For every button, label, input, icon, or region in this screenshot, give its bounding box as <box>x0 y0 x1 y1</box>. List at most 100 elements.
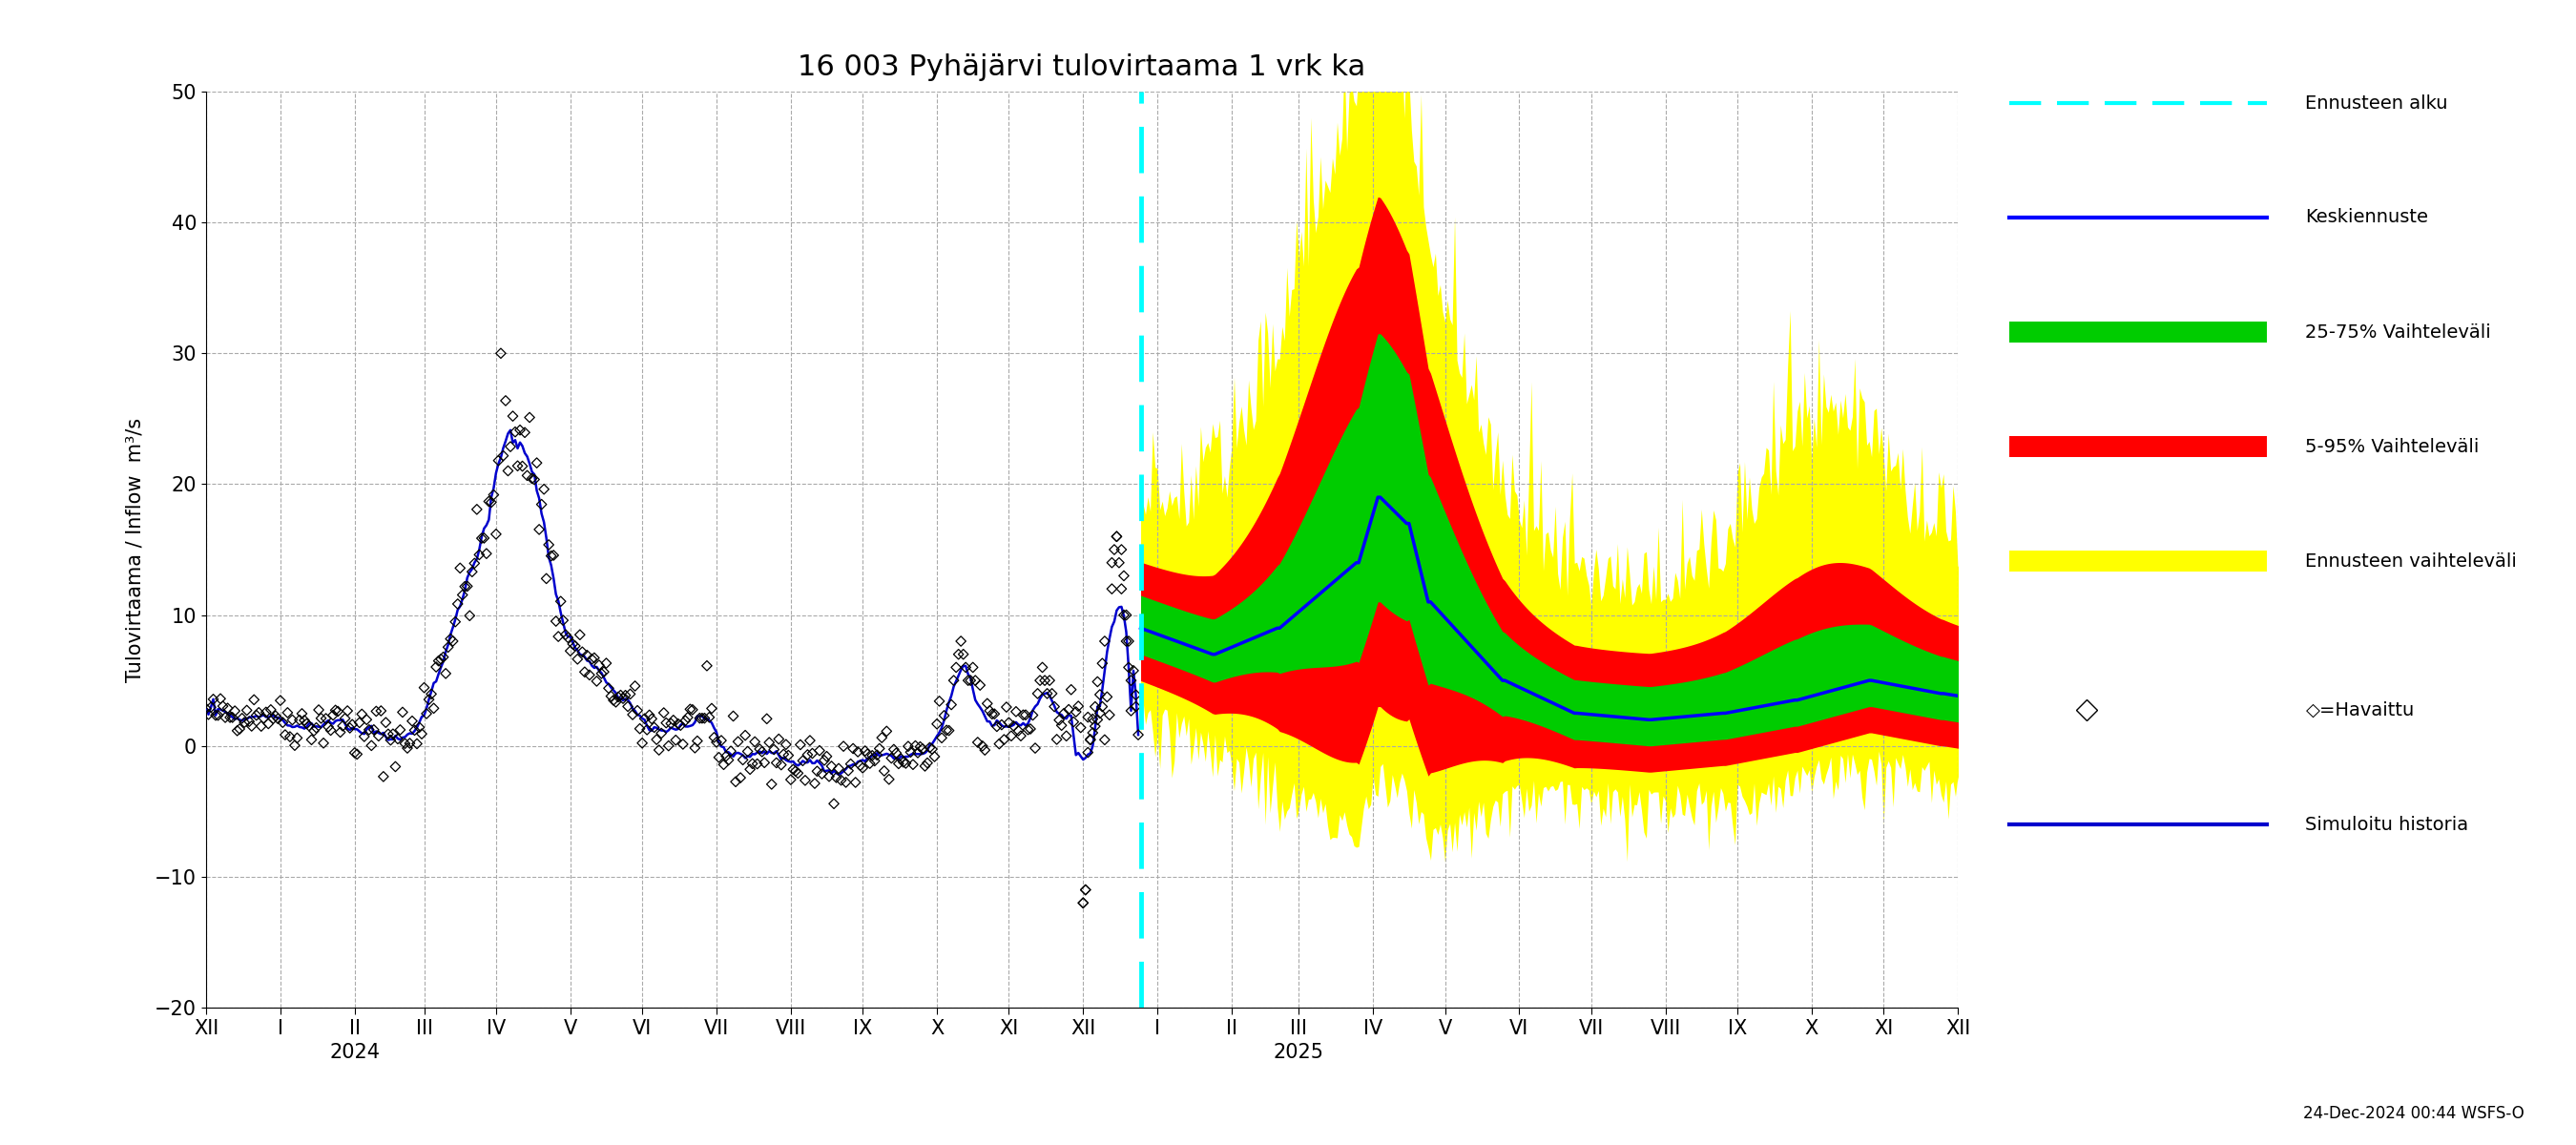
Point <box>526 569 567 587</box>
Point <box>1095 528 1136 546</box>
Point <box>531 546 572 564</box>
Point <box>868 771 909 789</box>
Point <box>683 709 724 727</box>
Point <box>410 690 451 709</box>
Point <box>1038 711 1079 729</box>
Point <box>317 702 358 720</box>
Point <box>471 493 513 512</box>
Point <box>340 705 381 724</box>
Point <box>842 759 884 777</box>
Point <box>647 713 688 732</box>
Point <box>711 742 752 760</box>
Point <box>1084 731 1126 749</box>
Point <box>866 722 907 741</box>
Point <box>1079 686 1121 704</box>
Point <box>438 594 479 613</box>
Point <box>930 695 971 713</box>
Point <box>209 709 250 727</box>
Point <box>307 710 348 728</box>
Point <box>706 747 747 765</box>
Point <box>337 745 379 764</box>
Point <box>343 727 384 745</box>
Point <box>747 710 788 728</box>
Point <box>698 748 739 766</box>
Point <box>719 768 760 787</box>
Point <box>325 709 366 727</box>
Point <box>1115 686 1157 704</box>
Point <box>479 345 520 363</box>
Point <box>1010 720 1051 739</box>
Point <box>1074 717 1115 735</box>
Point <box>1108 658 1149 677</box>
Point <box>237 703 278 721</box>
Point <box>999 727 1041 745</box>
Point <box>1092 579 1133 598</box>
Point <box>616 702 657 720</box>
Point <box>453 554 495 572</box>
Point <box>623 710 665 728</box>
Point <box>762 745 804 764</box>
Point <box>569 665 611 684</box>
Point <box>1077 672 1118 690</box>
Point <box>350 736 392 755</box>
Point <box>319 722 361 741</box>
Point <box>307 718 348 736</box>
Point <box>786 772 827 790</box>
Point <box>659 716 701 734</box>
Point <box>1043 704 1084 722</box>
Point <box>737 755 778 773</box>
Y-axis label: Tulovirtaama / Inflow  m³/s: Tulovirtaama / Inflow m³/s <box>126 418 144 681</box>
Point <box>600 686 641 704</box>
Point <box>670 700 711 718</box>
Point <box>523 480 564 498</box>
Point <box>1082 654 1123 672</box>
Point <box>1012 706 1054 725</box>
Point <box>518 520 559 538</box>
Point <box>672 701 714 719</box>
Point <box>1061 894 1103 913</box>
Text: Keskiennuste: Keskiennuste <box>2306 208 2429 227</box>
Point <box>845 742 886 760</box>
Point <box>618 719 659 737</box>
Point <box>216 721 258 740</box>
Point <box>734 733 775 751</box>
Point <box>729 760 770 779</box>
Point <box>286 714 327 733</box>
Point <box>855 752 896 771</box>
Point <box>933 671 974 689</box>
Point <box>513 469 554 488</box>
Point <box>1110 702 1151 720</box>
Point <box>296 719 337 737</box>
Point <box>502 457 544 475</box>
Point <box>544 611 585 630</box>
Point <box>961 737 1002 756</box>
Point <box>477 526 518 544</box>
Point <box>520 496 562 514</box>
Point <box>801 765 842 783</box>
Point <box>299 701 340 719</box>
Point <box>969 702 1010 720</box>
Point <box>363 767 404 785</box>
Point <box>332 716 374 734</box>
Point <box>822 737 863 756</box>
Point <box>966 694 1007 712</box>
Point <box>1115 697 1157 716</box>
Point <box>1028 685 1069 703</box>
Point <box>786 745 827 764</box>
Point <box>268 703 309 721</box>
Point <box>330 719 371 737</box>
Point <box>270 711 312 729</box>
Text: Ennusteen vaihteleväli: Ennusteen vaihteleväli <box>2306 552 2517 570</box>
Point <box>185 700 227 718</box>
Point <box>366 713 407 732</box>
Point <box>536 613 577 631</box>
Point <box>1002 705 1043 724</box>
Point <box>840 756 881 774</box>
Point <box>1033 697 1074 716</box>
Point <box>497 457 538 475</box>
Point <box>958 676 999 694</box>
Point <box>420 650 461 669</box>
Point <box>335 743 376 761</box>
Point <box>1059 697 1100 716</box>
Point <box>726 742 768 760</box>
